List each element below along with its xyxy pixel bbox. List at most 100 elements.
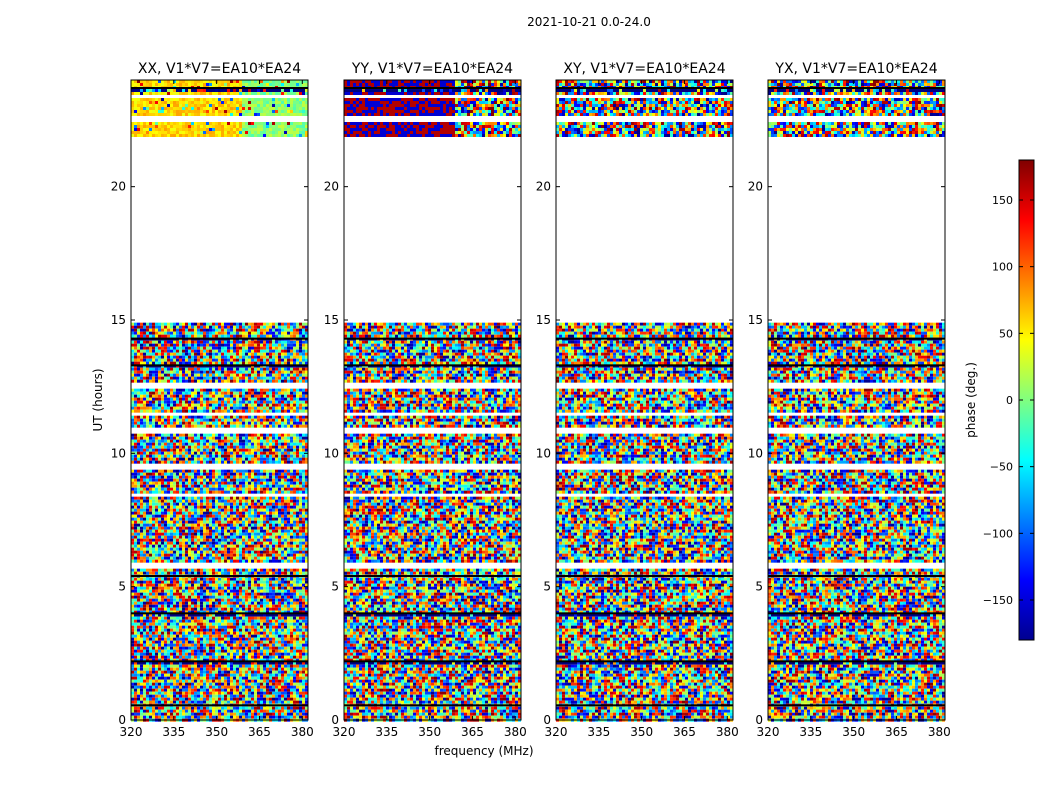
heatmap-cell: [167, 529, 170, 533]
heatmap-cell: [188, 436, 191, 440]
heatmap-cell: [143, 439, 146, 443]
heatmap-cell: [296, 367, 299, 371]
heatmap-cell: [185, 547, 188, 551]
heatmap-cell: [236, 439, 239, 443]
heatmap-cell: [287, 526, 290, 530]
heatmap-cell: [191, 370, 194, 374]
heatmap-cell: [143, 370, 146, 374]
heatmap-cell: [287, 556, 290, 560]
heatmap-cell: [194, 481, 197, 485]
heatmap-cell: [170, 391, 173, 395]
heatmap-cell: [200, 598, 203, 602]
heatmap-cell: [296, 595, 299, 599]
heatmap-cell: [242, 403, 245, 407]
heatmap-cell: [182, 325, 185, 329]
heatmap-cell: [179, 532, 182, 536]
heatmap-cell: [137, 556, 140, 560]
heatmap-cell: [251, 322, 254, 326]
heatmap-cell: [155, 349, 158, 353]
heatmap-cell: [272, 598, 275, 602]
heatmap-cell: [230, 367, 233, 371]
heatmap-cell: [131, 472, 134, 476]
heatmap-cell: [248, 373, 251, 377]
heatmap-cell: [194, 373, 197, 377]
heatmap-cell: [140, 433, 143, 437]
heatmap-cell: [236, 370, 239, 374]
heatmap-cell: [188, 490, 191, 494]
heatmap-cell: [287, 415, 290, 419]
heatmap-cell: [284, 367, 287, 371]
heatmap-cell: [233, 556, 236, 560]
heatmap-cell: [161, 535, 164, 539]
heatmap-cell: [149, 508, 152, 512]
heatmap-cell: [182, 361, 185, 365]
heatmap-cell: [134, 553, 137, 557]
heatmap-cell: [137, 346, 140, 350]
heatmap-cell: [305, 601, 308, 605]
heatmap-cell: [293, 589, 296, 593]
heatmap-cell: [302, 580, 305, 584]
heatmap-cell: [281, 502, 284, 506]
heatmap-cell: [149, 559, 152, 563]
heatmap-cell: [170, 589, 173, 593]
heatmap-cell: [158, 445, 161, 449]
heatmap-cell: [209, 598, 212, 602]
heatmap-cell: [146, 454, 149, 458]
heatmap-cell: [242, 346, 245, 350]
heatmap-cell: [269, 577, 272, 581]
heatmap-cell: [158, 481, 161, 485]
heatmap-cell: [170, 379, 173, 383]
heatmap-cell: [203, 397, 206, 401]
heatmap-cell: [251, 517, 254, 521]
heatmap-cell: [215, 544, 218, 548]
heatmap-cell: [143, 373, 146, 377]
heatmap-cell: [278, 352, 281, 356]
heatmap-cell: [173, 496, 176, 500]
heatmap-cell: [206, 502, 209, 506]
heatmap-cell: [185, 529, 188, 533]
heatmap-cell: [290, 526, 293, 530]
heatmap-cell: [167, 397, 170, 401]
heatmap-cell: [269, 595, 272, 599]
heatmap-cell: [287, 349, 290, 353]
heatmap-cell: [221, 478, 224, 482]
heatmap-cell: [161, 349, 164, 353]
heatmap-cell: [287, 331, 290, 335]
heatmap-cell: [236, 451, 239, 455]
heatmap-cell: [257, 526, 260, 530]
heatmap-cell: [227, 358, 230, 362]
heatmap-cell: [140, 475, 143, 479]
heatmap-cell: [269, 478, 272, 482]
heatmap-cell: [281, 457, 284, 461]
heatmap-cell: [233, 544, 236, 548]
heatmap-cell: [149, 520, 152, 524]
heatmap-cell: [302, 352, 305, 356]
heatmap-cell: [254, 532, 257, 536]
heatmap-cell: [278, 439, 281, 443]
heatmap-cell: [218, 328, 221, 332]
heatmap-cell: [254, 448, 257, 452]
heatmap-cell: [218, 457, 221, 461]
heatmap-cell: [263, 523, 266, 527]
heatmap-cell: [218, 586, 221, 590]
heatmap-cell: [236, 454, 239, 458]
heatmap-cell: [203, 550, 206, 554]
heatmap-cell: [290, 442, 293, 446]
heatmap-cell: [146, 478, 149, 482]
heatmap-cell: [278, 601, 281, 605]
heatmap-cell: [131, 496, 134, 500]
heatmap-cell: [224, 373, 227, 377]
heatmap-cell: [209, 481, 212, 485]
heatmap-cell: [146, 403, 149, 407]
heatmap-cell: [155, 433, 158, 437]
heatmap-cell: [227, 391, 230, 395]
heatmap-cell: [188, 340, 191, 344]
heatmap-cell: [281, 442, 284, 446]
heatmap-cell: [167, 331, 170, 335]
heatmap-cell: [194, 544, 197, 548]
heatmap-cell: [188, 415, 191, 419]
heatmap-cell: [233, 559, 236, 563]
heatmap-cell: [281, 331, 284, 335]
heatmap-cell: [194, 433, 197, 437]
heatmap-cell: [155, 346, 158, 350]
